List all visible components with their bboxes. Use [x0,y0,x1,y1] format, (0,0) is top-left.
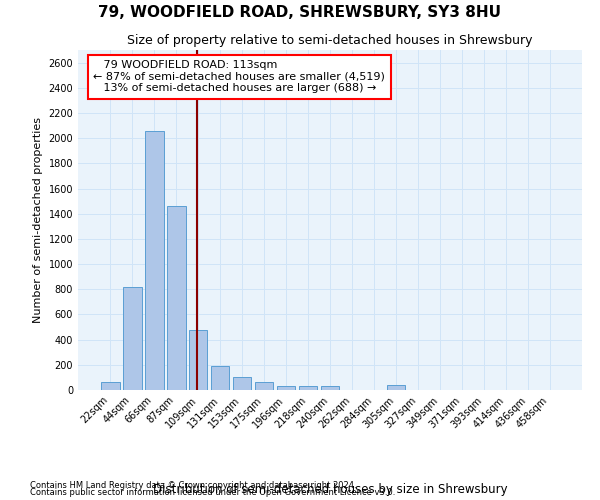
Bar [101,382,119,390]
Text: Contains HM Land Registry data © Crown copyright and database right 2024.: Contains HM Land Registry data © Crown c… [30,480,356,490]
Bar [189,330,208,390]
Bar [145,130,164,390]
Bar [277,386,295,390]
Text: 79 WOODFIELD ROAD: 113sqm
← 87% of semi-detached houses are smaller (4,519)
   1: 79 WOODFIELD ROAD: 113sqm ← 87% of semi-… [93,60,385,94]
Y-axis label: Number of semi-detached properties: Number of semi-detached properties [33,117,43,323]
Bar [123,286,142,390]
Title: Size of property relative to semi-detached houses in Shrewsbury: Size of property relative to semi-detach… [127,34,533,48]
Bar [320,386,340,390]
Bar [167,206,185,390]
X-axis label: Distribution of semi-detached houses by size in Shrewsbury: Distribution of semi-detached houses by … [152,482,508,496]
Bar [255,382,274,390]
Bar [386,385,405,390]
Bar [299,386,317,390]
Bar [211,366,229,390]
Text: 79, WOODFIELD ROAD, SHREWSBURY, SY3 8HU: 79, WOODFIELD ROAD, SHREWSBURY, SY3 8HU [98,5,502,20]
Bar [233,378,251,390]
Text: Contains public sector information licensed under the Open Government Licence v3: Contains public sector information licen… [30,488,395,497]
